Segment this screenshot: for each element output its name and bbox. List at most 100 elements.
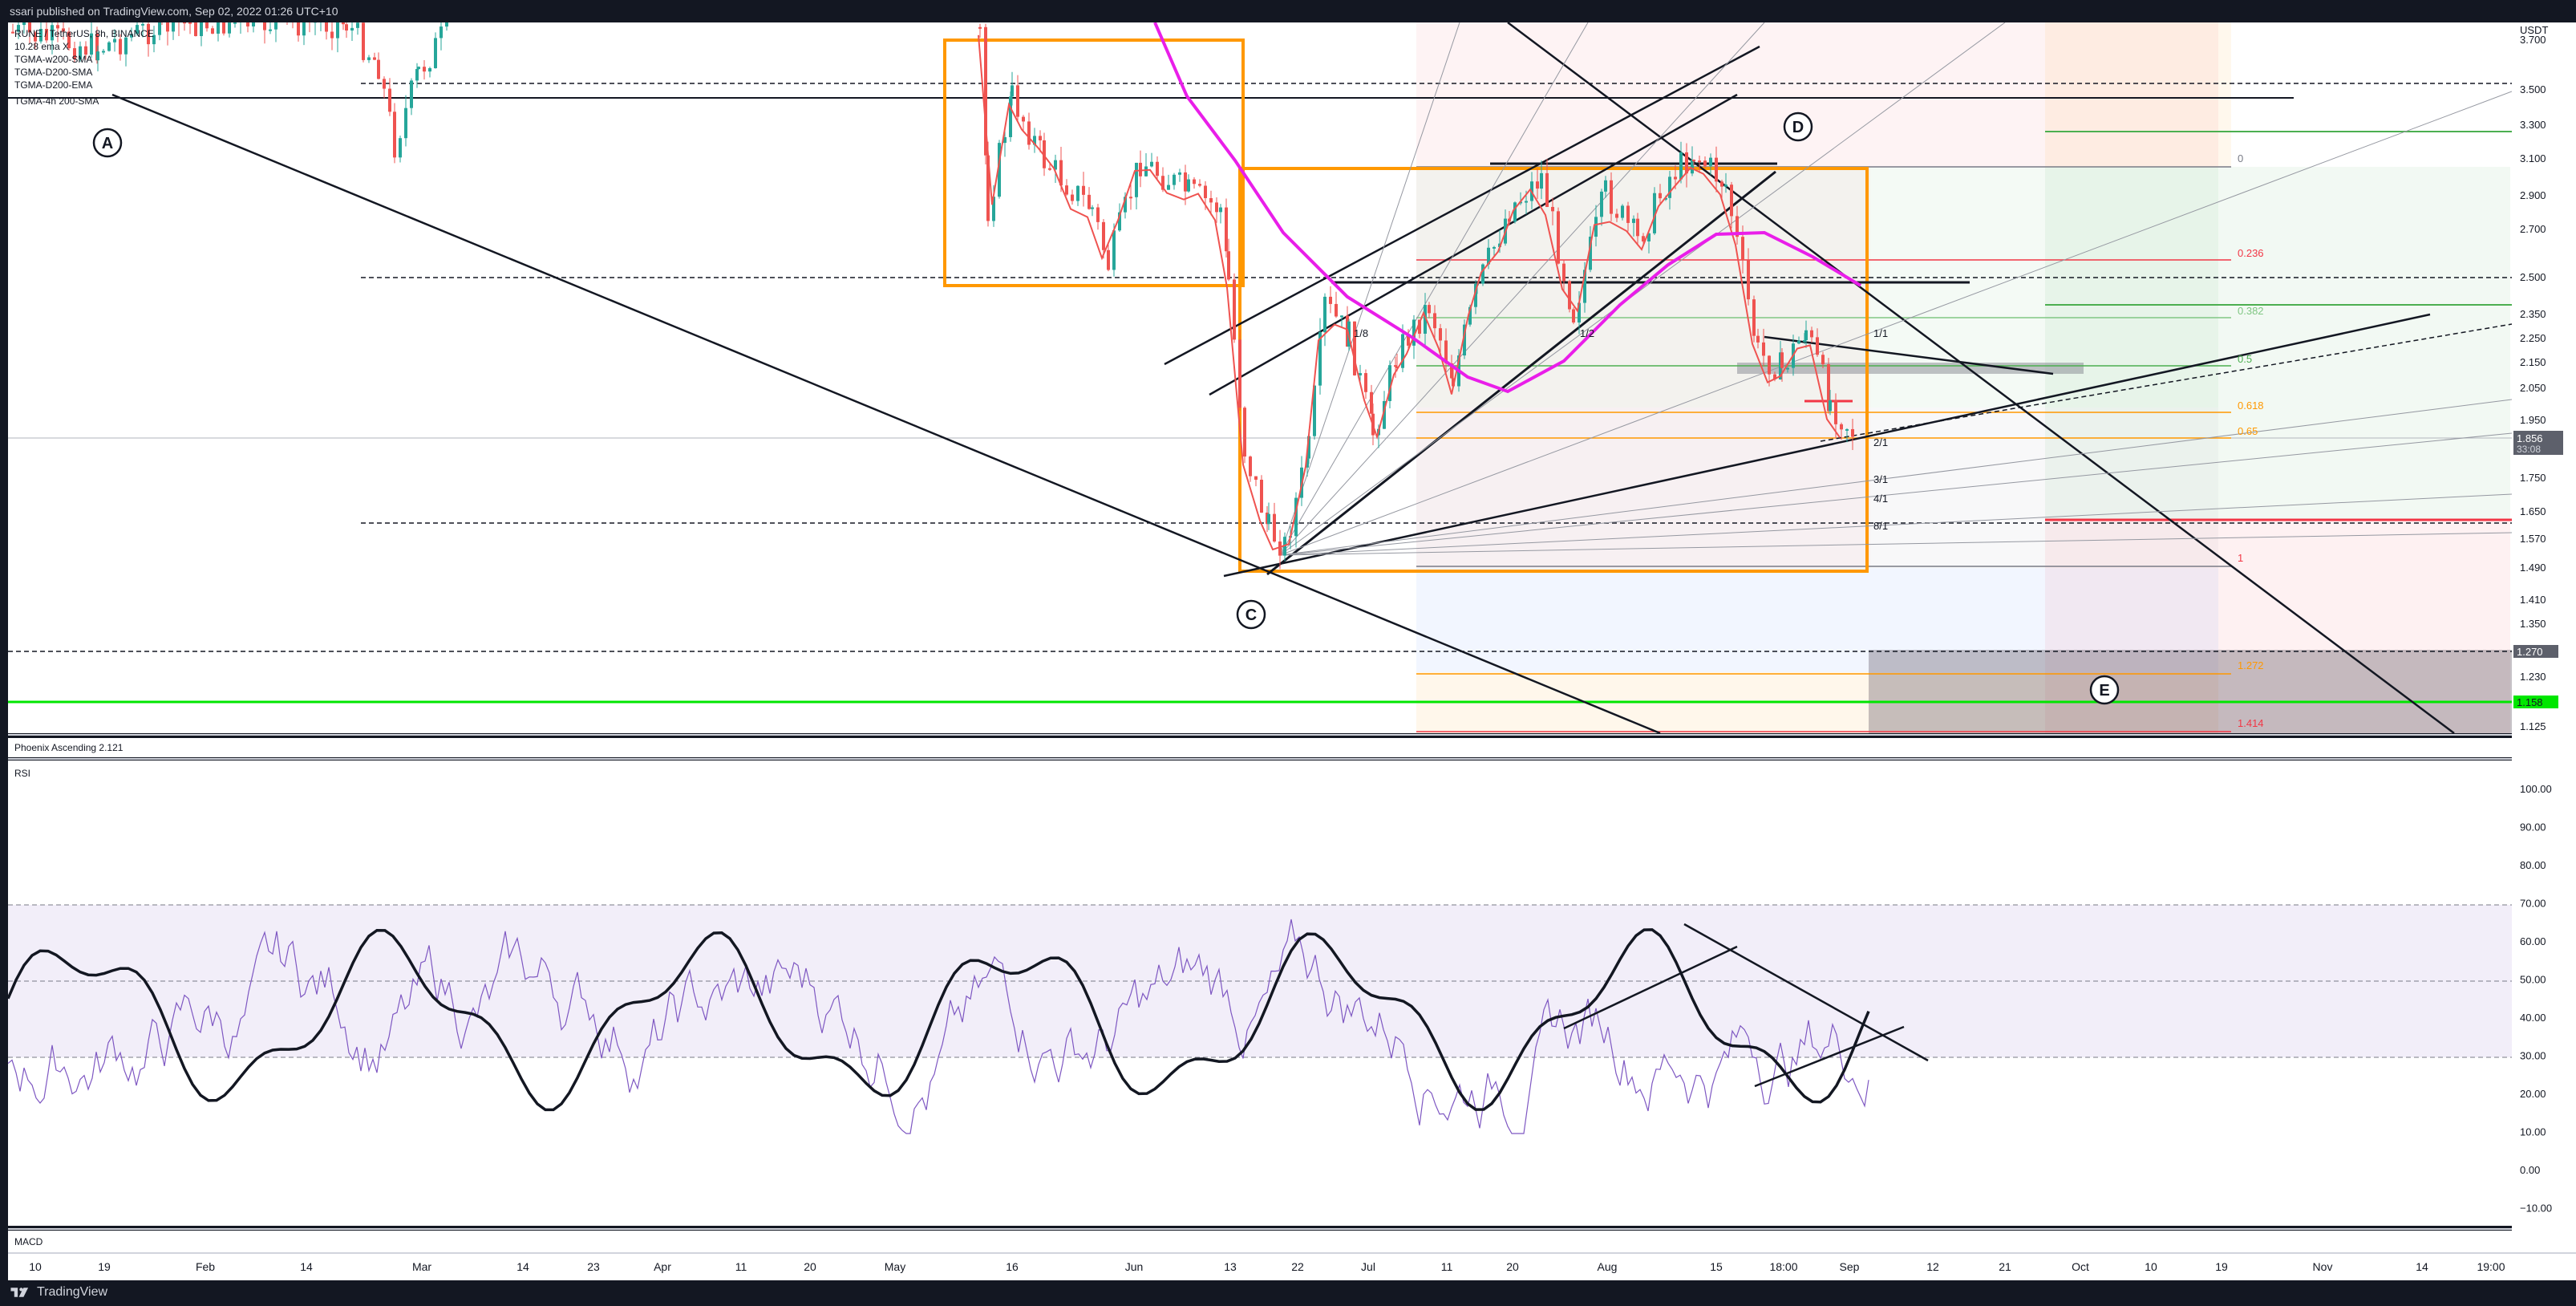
price-candles[interactable] bbox=[11, 0, 1854, 570]
svg-text:C: C bbox=[1245, 606, 1257, 624]
candle-body bbox=[233, 22, 237, 24]
indicator-legend-5[interactable]: TGMA-4h 200-SMA bbox=[14, 95, 99, 107]
fib-label-1272: 1.272 bbox=[2238, 659, 2264, 671]
candle-body bbox=[1572, 309, 1575, 322]
candle-body bbox=[1642, 236, 1645, 241]
svg-text:1.856: 1.856 bbox=[2517, 432, 2543, 444]
time-tick-label: 19:00 bbox=[2477, 1260, 2505, 1273]
candle-body bbox=[1513, 202, 1517, 222]
rsi-line[interactable] bbox=[8, 919, 1869, 1134]
candle-body bbox=[1076, 185, 1079, 201]
candle-body bbox=[1821, 355, 1825, 365]
candle-body bbox=[1834, 400, 1837, 424]
target-zone-box[interactable] bbox=[1869, 650, 2512, 733]
sma-200-line[interactable] bbox=[1153, 22, 1862, 394]
indicator-legend-2[interactable]: TGMA-w200-SMA bbox=[14, 54, 92, 65]
candle-body bbox=[1709, 157, 1712, 166]
range-box-may[interactable] bbox=[943, 39, 1245, 287]
candle-body bbox=[84, 46, 87, 55]
candle-body bbox=[445, 22, 448, 27]
phoenix-pane-title[interactable]: Phoenix Ascending 2.121 bbox=[14, 742, 124, 753]
fib-label-065: 0.65 bbox=[2238, 425, 2258, 437]
point-D-marker[interactable]: D bbox=[1783, 112, 1813, 142]
candle-body bbox=[998, 143, 1001, 197]
candle-body bbox=[1135, 162, 1138, 197]
svg-text:D: D bbox=[1792, 119, 1804, 136]
candle-body bbox=[252, 22, 255, 26]
rsi-pane-title[interactable]: RSI bbox=[14, 768, 30, 779]
candle-body bbox=[1540, 172, 1543, 189]
rsi-ma-line[interactable] bbox=[8, 928, 1870, 1112]
macd-pane-title[interactable]: MACD bbox=[14, 1236, 43, 1247]
candle-body bbox=[28, 22, 31, 33]
rsi-tick-label: 50.00 bbox=[2520, 974, 2546, 986]
candle-body bbox=[39, 29, 43, 42]
ema-ribbon-line[interactable] bbox=[978, 34, 1841, 551]
candle-body bbox=[345, 24, 348, 31]
candle-body bbox=[107, 42, 111, 51]
indicator-legend-4[interactable]: TGMA-D200-EMA bbox=[14, 79, 92, 91]
candle-body bbox=[1043, 140, 1046, 168]
candle-body bbox=[17, 25, 20, 32]
time-tick-label: 20 bbox=[1506, 1260, 1519, 1273]
candle-body bbox=[211, 28, 214, 34]
candle-body bbox=[1009, 96, 1012, 137]
candle-body bbox=[124, 37, 128, 55]
candle-body bbox=[1353, 321, 1356, 375]
time-tick-label: 19 bbox=[98, 1260, 111, 1273]
rsi-tick-label: 20.00 bbox=[2520, 1088, 2546, 1100]
candle-body bbox=[1594, 217, 1598, 237]
price-tick-label: 3.700 bbox=[2520, 34, 2546, 46]
candle-body bbox=[119, 39, 122, 55]
time-tick-label: 23 bbox=[587, 1260, 600, 1273]
candle-body bbox=[1011, 85, 1014, 97]
candle-body bbox=[1562, 263, 1565, 282]
candle-body bbox=[1233, 279, 1236, 340]
rsi-tick-label: 60.00 bbox=[2520, 935, 2546, 947]
symbol-legend[interactable]: RUNE / TetherUS, 8h, BINANCE bbox=[14, 28, 154, 39]
macd-pane[interactable] bbox=[8, 1231, 2512, 1253]
candle-body bbox=[1610, 180, 1613, 214]
candle-body bbox=[1071, 194, 1074, 201]
price-tick-label: 1.570 bbox=[2520, 533, 2546, 545]
time-tick-label: 18:00 bbox=[1769, 1260, 1797, 1273]
brand[interactable]: TradingView bbox=[10, 1285, 107, 1300]
candle-body bbox=[62, 28, 65, 32]
point-E-marker[interactable]: E bbox=[2089, 675, 2120, 705]
candle-body bbox=[1318, 332, 1322, 386]
candle-body bbox=[1450, 363, 1453, 379]
time-axis[interactable] bbox=[8, 1253, 2576, 1280]
point-A-marker[interactable]: A bbox=[92, 128, 123, 158]
rsi-pane[interactable] bbox=[8, 760, 2512, 1226]
price-tick-label: 3.500 bbox=[2520, 83, 2546, 95]
top-bar: ssari published on TradingView.com, Sep … bbox=[0, 0, 2576, 22]
phoenix-pane[interactable] bbox=[8, 738, 2512, 757]
svg-text:1.158: 1.158 bbox=[2517, 696, 2543, 708]
candle-body bbox=[308, 10, 311, 22]
svg-text:A: A bbox=[102, 135, 113, 152]
candle-body bbox=[1551, 206, 1554, 212]
price-tick-label: 1.490 bbox=[2520, 562, 2546, 574]
candle-body bbox=[297, 22, 300, 36]
candle-body bbox=[1444, 340, 1448, 364]
time-tick-label: 11 bbox=[735, 1260, 747, 1273]
candle-body bbox=[1452, 378, 1455, 387]
candle-body bbox=[269, 29, 272, 31]
price-axis[interactable] bbox=[2512, 22, 2576, 1253]
indicator-legend-3[interactable]: TGMA-D200-SMA bbox=[14, 67, 92, 78]
candle-body bbox=[1474, 284, 1477, 307]
candle-body bbox=[1756, 335, 1760, 343]
rsi-tick-label: 0.00 bbox=[2520, 1164, 2540, 1176]
candle-body bbox=[136, 25, 139, 34]
rsi-tick-label: 10.00 bbox=[2520, 1126, 2546, 1138]
time-tick-label: 14 bbox=[2416, 1260, 2428, 1273]
candle-body bbox=[73, 48, 76, 59]
time-tick-label: 15 bbox=[1710, 1260, 1723, 1273]
candle-body bbox=[1260, 480, 1263, 513]
indicator-legend-1[interactable]: 10.28 ema X bbox=[14, 41, 69, 52]
candle-body bbox=[1615, 213, 1618, 218]
candle-body bbox=[1096, 207, 1100, 222]
candle-body bbox=[404, 107, 407, 139]
point-C-marker[interactable]: C bbox=[1236, 599, 1266, 630]
